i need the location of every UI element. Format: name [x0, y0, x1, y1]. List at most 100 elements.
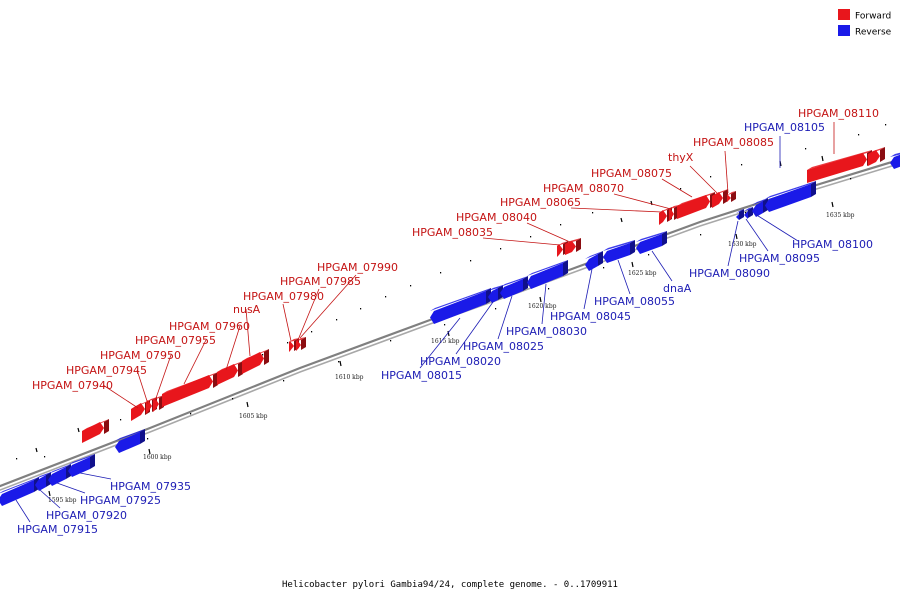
gene-body	[488, 288, 498, 303]
minor-tick	[710, 176, 712, 178]
gene-top	[636, 231, 667, 242]
gene-label-HPGAM_08035: HPGAM_08035	[412, 226, 493, 239]
gene-top	[736, 209, 744, 213]
gene-HPGAM_08090	[736, 209, 744, 221]
gene-side	[486, 288, 491, 304]
scale-label: 1630 kbp	[728, 241, 757, 248]
major-tick	[631, 261, 634, 268]
minor-tick	[603, 267, 605, 269]
gene-labels: HPGAM_07940 HPGAM_07945 HPGAM_07950 HPGAM_0…	[17, 107, 879, 536]
gene-HPGAM_07935	[115, 429, 145, 453]
gene-HPGAM_07960	[217, 361, 243, 385]
gene-top	[669, 205, 679, 209]
minor-tick	[885, 124, 887, 126]
scale-label: 1620 kbp	[528, 303, 557, 310]
major-tick	[831, 201, 834, 208]
gene-side	[748, 207, 753, 218]
gene-side	[739, 209, 744, 220]
gene-label-HPGAM_08040: HPGAM_08040	[456, 211, 537, 224]
gene-body	[565, 241, 576, 255]
major-tick	[246, 401, 249, 408]
minor-tick	[741, 164, 743, 166]
gene-body	[868, 150, 880, 166]
major-tick	[821, 155, 824, 162]
gene-body	[68, 457, 90, 477]
gene-body	[242, 352, 264, 374]
scale-label: 1635 kbp	[826, 212, 855, 219]
leader-dnaA	[651, 250, 673, 282]
gene-HPGAM_08025	[500, 276, 528, 299]
legend-forward-swatch	[838, 9, 850, 20]
minor-tick	[500, 248, 502, 250]
leader-HPGAM_07985	[297, 288, 320, 341]
gene-top	[752, 198, 768, 205]
gene-HPGAM_08030	[527, 260, 568, 289]
leader-HPGAM_07980	[282, 303, 292, 342]
major-tick	[148, 448, 151, 455]
scale-label: 1605 kbp	[239, 413, 268, 420]
gene-label-HPGAM_08045: HPGAM_08045	[550, 310, 631, 323]
leader-HPGAM_08055	[617, 259, 631, 295]
leader-HPGAM_07990	[299, 274, 357, 339]
leader-HPGAM_07960	[225, 325, 241, 371]
major-tick	[650, 200, 653, 206]
leader-HPGAM_08035	[482, 237, 561, 246]
gene-HPGAM_08105-edge	[890, 152, 900, 169]
minor-tick	[805, 148, 807, 150]
scale-ticks: 1595 kbp 1600 kbp 1605 kbp 1610 kbp 1615 kbp…	[16, 124, 887, 504]
gene-label-HPGAM_07985: HPGAM_07985	[280, 275, 361, 288]
gene-label-HPGAM_08030: HPGAM_08030	[506, 325, 587, 338]
gene-label-HPGAM_08015: HPGAM_08015	[381, 369, 462, 382]
gene-label-HPGAM_07915: HPGAM_07915	[17, 523, 98, 536]
major-tick	[77, 427, 80, 433]
gene-HPGAM_08045	[585, 251, 603, 271]
gene-label-HPGAM_07980: HPGAM_07980	[243, 290, 324, 303]
gene-label-HPGAM_07925: HPGAM_07925	[80, 494, 161, 507]
leader-HPGAM_08090	[727, 220, 739, 267]
minor-tick	[444, 324, 446, 326]
leader-HPGAM_08065	[570, 207, 663, 213]
leader-thyX	[689, 165, 718, 194]
gene-top	[488, 285, 503, 291]
leader-HPGAM_07945	[136, 369, 149, 405]
gene-body	[82, 422, 104, 443]
leader-HPGAM_08015	[419, 317, 461, 369]
gene-features	[0, 147, 900, 506]
minor-tick	[16, 458, 18, 460]
gene-label-HPGAM_08070: HPGAM_08070	[543, 182, 624, 195]
minor-tick	[745, 212, 747, 214]
gene-body	[557, 244, 563, 257]
minor-tick	[548, 288, 550, 290]
gene-label-HPGAM_08025: HPGAM_08025	[463, 340, 544, 353]
gene-side	[104, 419, 109, 434]
scale-label: 1595 kbp	[48, 497, 77, 504]
gene-side	[662, 231, 667, 246]
gene-HPGAM_07915-fwd-block	[82, 419, 109, 443]
gene-top	[807, 150, 872, 170]
gene-top	[68, 454, 95, 465]
gene-HPGAM_08100	[765, 181, 816, 212]
leader-HPGAM_08100	[754, 213, 799, 242]
gene-body	[296, 340, 301, 351]
gene-body	[48, 467, 66, 486]
gene-label-HPGAM_08100: HPGAM_08100	[792, 238, 873, 251]
gene-side	[731, 191, 736, 202]
gene-top	[603, 240, 635, 251]
minor-tick	[470, 260, 472, 262]
leader-HPGAM_07920	[39, 489, 61, 509]
gene-label-dnaA: dnaA	[663, 282, 692, 295]
gene-label-HPGAM_08085: HPGAM_08085	[693, 136, 774, 149]
gene-top	[296, 337, 306, 341]
major-tick	[48, 490, 51, 497]
minor-tick	[360, 308, 362, 310]
gene-side	[238, 361, 243, 377]
major-tick	[35, 447, 38, 453]
gene-top	[500, 276, 528, 287]
gene-nusA	[242, 349, 269, 374]
gene-label-HPGAM_07940: HPGAM_07940	[32, 379, 113, 392]
gene-side	[598, 251, 603, 266]
minor-tick	[440, 272, 442, 274]
legend-forward-label: Forward	[855, 12, 891, 22]
major-tick	[539, 296, 542, 303]
